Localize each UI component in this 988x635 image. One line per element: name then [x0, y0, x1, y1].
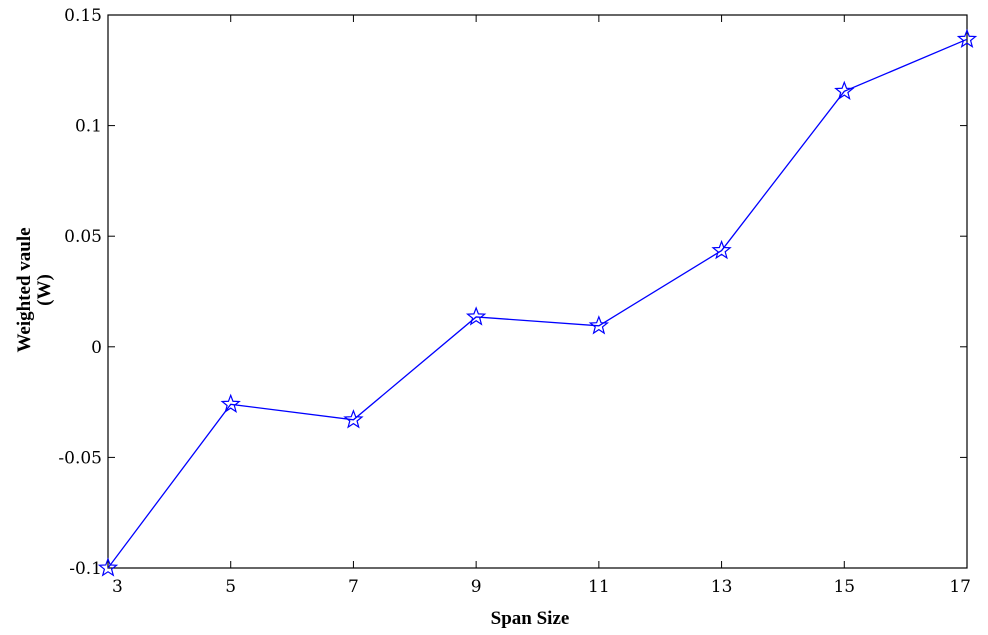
x-axis-label: Span Size: [491, 608, 570, 629]
x-tick-label: 11: [588, 577, 610, 597]
x-tick-labels: 3 5 7 9 11 13 15 17: [112, 577, 971, 597]
data-point-star: [834, 80, 855, 100]
x-tick-label: 17: [949, 577, 971, 597]
x-tick-label: 15: [833, 577, 855, 597]
data-point-star: [711, 239, 732, 260]
data-point-star: [588, 315, 610, 335]
x-tick-label: 5: [225, 577, 236, 597]
y-axis-label-line-2: (W): [34, 274, 55, 306]
y-tick-labels: -0.1 -0.05 0 0.05 0.1 0.15: [58, 6, 102, 579]
y-tick-label: 0: [91, 338, 102, 358]
y-tick-label: 0.15: [64, 6, 102, 26]
series-line: [107, 38, 968, 569]
y-axis-label: Weighted vaule (W): [14, 227, 55, 352]
axis-ticks: [107, 14, 968, 569]
y-axis-label-line-1: Weighted vaule: [14, 227, 35, 352]
x-tick-label: 7: [348, 577, 359, 597]
data-point-star: [956, 28, 978, 48]
x-tick-label: 13: [711, 577, 733, 597]
data-point-star: [343, 409, 364, 429]
y-tick-label: -0.1: [69, 559, 102, 579]
y-tick-label: -0.05: [58, 448, 102, 468]
y-tick-label: 0.1: [75, 117, 102, 137]
plot-area: [107, 14, 968, 569]
data-point-star: [220, 393, 241, 413]
y-tick-label: 0.05: [64, 227, 102, 247]
data-point-star: [97, 557, 119, 577]
x-tick-label: 3: [112, 577, 123, 597]
x-tick-label: 9: [471, 577, 482, 597]
data-point-star: [465, 306, 487, 326]
series-group: [97, 28, 978, 577]
